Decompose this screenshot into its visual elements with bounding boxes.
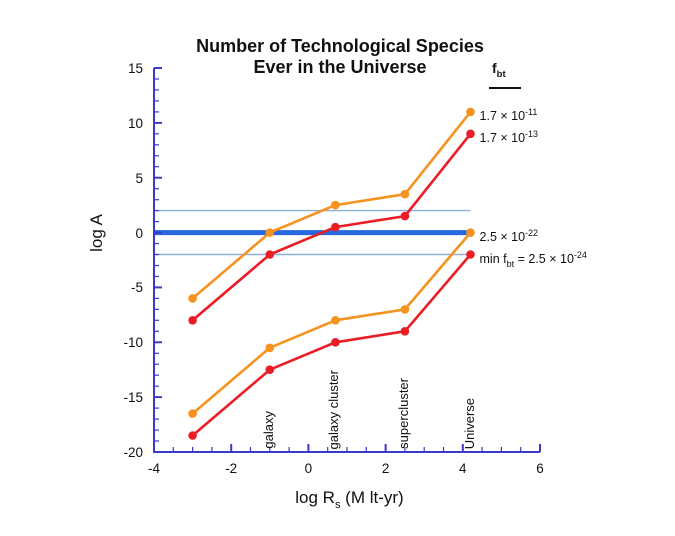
legend-entry-exponent: -13	[525, 128, 539, 139]
legend-header-underline	[489, 87, 521, 89]
legend-entry: 1.7 × 10-11	[479, 104, 538, 123]
y-tick-label: -10	[123, 335, 143, 351]
y-tick-label: -5	[130, 280, 143, 296]
x-axis-label-unit: (M lt-yr)	[340, 488, 404, 507]
legend-entry-exponent: -11	[525, 106, 538, 117]
category-label: supercluster	[395, 378, 411, 449]
x-tick-label: 6	[536, 461, 544, 476]
legend-entry: min fbt = 2.5 × 10-24	[479, 247, 587, 269]
x-tick-label: -2	[225, 461, 238, 476]
x-tick-label: 0	[304, 461, 313, 476]
category-label: Universe	[461, 397, 477, 449]
legend-entry-text: 1.7 × 10	[479, 108, 526, 123]
y-tick-label: 15	[127, 61, 143, 76]
y-tick-label: -15	[123, 390, 143, 406]
y-tick-label: 0	[135, 225, 143, 241]
chart-title-line2: Ever in the Universe	[253, 57, 427, 77]
chart-title-line1: Number of Technological Species	[196, 36, 484, 56]
x-axis-label: log Rs (M lt-yr)	[12, 488, 675, 511]
legend-entry: 2.5 × 10-22	[479, 225, 539, 244]
legend-header: fbt	[492, 60, 506, 80]
legend-entry-text: 1.7 × 10	[479, 130, 526, 145]
y-tick-label: 5	[135, 170, 143, 186]
x-tick-label: 2	[381, 461, 390, 476]
x-axis-label-subscript: s	[334, 499, 341, 511]
x-tick-label: -4	[147, 461, 160, 476]
x-axis-label-main: log R	[295, 488, 335, 507]
category-label: galaxy	[260, 411, 276, 449]
legend-entry-text: bt	[506, 258, 515, 269]
legend-entry-text: = 2.5 × 10	[514, 251, 574, 266]
legend-entry: 1.7 × 10-13	[479, 126, 539, 145]
y-tick-label: -20	[123, 445, 143, 460]
legend-header-symbol: f	[492, 60, 497, 76]
x-tick-label: 4	[459, 461, 467, 476]
chart-title: Number of Technological Species Ever in …	[0, 36, 675, 78]
category-label: galaxy cluster	[326, 369, 342, 449]
legend-entry-text: 2.5 × 10	[479, 229, 526, 244]
legend-entry-exponent: -24	[573, 249, 587, 260]
legend-header-subscript: bt	[496, 69, 506, 80]
legend-entry-text: min f	[479, 251, 507, 266]
y-tick-label: 10	[127, 115, 143, 131]
legend-entry-exponent: -22	[525, 227, 539, 238]
